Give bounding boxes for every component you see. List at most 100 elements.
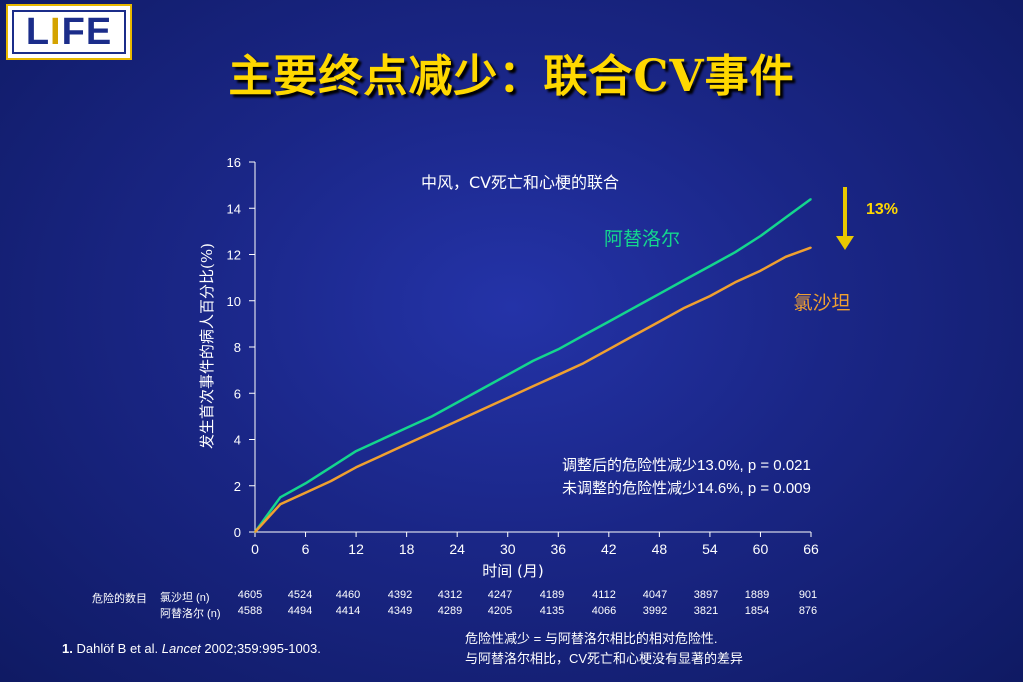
- data-point: [330, 480, 332, 482]
- y-tick-label: 14: [227, 201, 241, 216]
- data-point: [683, 279, 686, 281]
- data-point: [481, 408, 484, 411]
- logo-letter-l: L: [25, 11, 51, 53]
- data-point: [810, 198, 812, 200]
- data-point: [431, 415, 433, 418]
- reference: 1. Dahlöf B et al. Lancet 2002;359:995-1…: [62, 641, 321, 656]
- risk-cell: 4066: [591, 605, 617, 617]
- y-tick-label: 6: [234, 386, 241, 401]
- data-point: [582, 362, 585, 364]
- data-point: [304, 482, 307, 485]
- x-tick-label: 48: [652, 541, 668, 557]
- risk-cell: 4588: [237, 605, 263, 617]
- data-point: [784, 256, 787, 258]
- data-point: [734, 251, 736, 253]
- data-point: [582, 334, 585, 337]
- x-tick-label: 42: [601, 541, 617, 557]
- chart-title: 中风，CV死亡和心梗的联合: [421, 173, 619, 192]
- data-point: [608, 348, 610, 351]
- data-point: [658, 293, 661, 295]
- data-point: [405, 443, 408, 445]
- life-logo: L I FE: [6, 4, 132, 60]
- risk-cell: 3992: [642, 605, 668, 617]
- data-point: [355, 450, 357, 452]
- slide-title: 主要终点减少：联合CV事件: [228, 51, 795, 102]
- risk-cell: 4392: [387, 589, 413, 601]
- x-tick-label: 18: [399, 541, 415, 557]
- reduction-arrow-icon: [836, 187, 854, 250]
- risk-cell: 4189: [539, 589, 565, 601]
- risk-cell: 4312: [437, 589, 463, 601]
- reference-authors: Dahlöf B et al.: [76, 641, 159, 656]
- risk-cell: 4605: [237, 589, 263, 601]
- reduction-label: 13%: [866, 201, 898, 218]
- y-tick-label: 12: [227, 248, 241, 263]
- data-point: [456, 420, 458, 422]
- x-tick-label: 0: [251, 541, 259, 557]
- data-point: [405, 427, 408, 429]
- x-tick-label: 6: [302, 541, 310, 557]
- data-point: [481, 387, 484, 390]
- data-point: [506, 373, 509, 376]
- risk-cell: 4047: [642, 589, 668, 601]
- risk-cell: 901: [798, 589, 818, 601]
- data-point: [709, 265, 711, 267]
- x-tick-label: 60: [753, 541, 769, 557]
- data-point: [304, 491, 307, 494]
- data-point: [734, 281, 736, 284]
- data-point: [456, 401, 458, 404]
- data-point: [254, 531, 256, 533]
- y-tick-label: 16: [227, 155, 241, 170]
- x-tick-label: 30: [500, 541, 516, 557]
- risk-cell: 1854: [744, 605, 770, 617]
- data-point: [431, 431, 433, 434]
- x-tick-label: 66: [803, 541, 819, 557]
- risk-cell: 4460: [335, 589, 361, 601]
- data-point: [279, 496, 282, 499]
- logo-letters-fe: FE: [61, 11, 113, 53]
- y-tick-label: 8: [234, 340, 241, 355]
- data-point: [759, 235, 762, 237]
- data-point: [279, 503, 282, 506]
- risk-cell: 4205: [487, 605, 513, 617]
- data-point: [759, 269, 762, 272]
- data-point: [709, 295, 711, 297]
- footnote: 危险性减少 = 与阿替洛尔相比的相对危险性. 与阿替洛尔相比，CV死亡和心梗没有…: [465, 629, 743, 669]
- risk-table-header: 危险的数目: [92, 593, 147, 605]
- unadjusted-risk-text: 未调整的危险性减少14.6%, p = 0.009: [562, 480, 811, 497]
- data-point: [380, 454, 383, 457]
- data-point: [658, 320, 661, 323]
- data-point: [532, 360, 534, 362]
- reference-journal: Lancet: [161, 641, 201, 656]
- risk-cell: 4494: [287, 605, 313, 617]
- risk-cell: 4349: [387, 605, 413, 617]
- logo-letter-i: I: [50, 11, 62, 53]
- risk-cell: 3821: [693, 605, 719, 617]
- x-tick-label: 54: [702, 541, 718, 557]
- x-tick-label: 36: [550, 541, 566, 557]
- risk-row-label: 氯沙坦 (n): [160, 592, 210, 604]
- risk-cell: 4289: [437, 605, 463, 617]
- adjusted-risk-text: 调整后的危险性减少13.0%, p = 0.021: [562, 457, 811, 474]
- risk-row-label: 阿替洛尔 (n): [160, 608, 221, 620]
- data-point: [355, 466, 357, 469]
- y-tick-label: 10: [227, 294, 241, 309]
- data-point: [608, 320, 610, 323]
- risk-cell: 4524: [287, 589, 313, 601]
- data-point: [557, 373, 560, 376]
- risk-cell: 4135: [539, 605, 565, 617]
- data-point: [784, 216, 787, 219]
- data-point: [532, 385, 534, 388]
- statistics-box: 调整后的危险性减少13.0%, p = 0.021 未调整的危险性减少14.6%…: [562, 454, 811, 500]
- data-point: [557, 348, 560, 351]
- footnote-line-2: 与阿替洛尔相比，CV死亡和心梗没有显著的差异: [465, 651, 744, 666]
- x-tick-label: 12: [348, 541, 364, 557]
- data-point: [330, 466, 332, 469]
- footnote-line-1: 危险性减少 = 与阿替洛尔相比的相对危险性.: [465, 631, 718, 646]
- reference-citation: 2002;359:995-1003.: [204, 641, 321, 656]
- data-point: [506, 397, 509, 399]
- risk-cell: 4414: [335, 605, 361, 617]
- data-point: [633, 306, 635, 309]
